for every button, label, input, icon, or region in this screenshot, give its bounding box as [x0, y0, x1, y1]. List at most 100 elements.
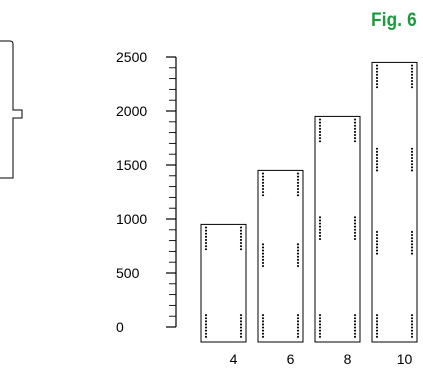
bar-dot: [353, 228, 357, 231]
bar-dot: [375, 147, 379, 150]
bar-dot: [204, 320, 208, 323]
bar-dot: [353, 323, 357, 326]
bar-dot: [239, 238, 243, 241]
bar-dot: [261, 178, 265, 181]
bar-dot: [375, 230, 379, 233]
bar-dot: [353, 222, 357, 225]
bar-dot: [239, 329, 243, 332]
bar-dot: [296, 258, 300, 261]
bar-dot: [204, 226, 208, 229]
bar-dot: [410, 153, 414, 156]
bar-dot: [375, 153, 379, 156]
bar-dot: [410, 80, 414, 83]
y-tick-label: 500: [116, 265, 140, 281]
bar-dot: [239, 229, 243, 232]
bar-dot: [353, 118, 357, 121]
bar-dot: [353, 121, 357, 124]
bar-dot: [318, 323, 322, 326]
bar-dot: [375, 246, 379, 249]
bar-dot: [204, 329, 208, 332]
bar-dot: [410, 150, 414, 153]
bar-dot: [375, 73, 379, 76]
bar-dot: [410, 252, 414, 255]
y-axis: [166, 56, 177, 328]
bar-dot: [261, 252, 265, 255]
x-tick-label: 8: [344, 351, 352, 367]
bar-dot: [296, 188, 300, 191]
bar-dot: [375, 160, 379, 163]
bar-dot: [410, 234, 414, 237]
bar-dot: [318, 222, 322, 225]
bar-dot: [261, 332, 265, 335]
y-tick-label: 2500: [116, 49, 147, 65]
bar-dot: [261, 323, 265, 326]
bar-dot: [318, 228, 322, 231]
bar-dot: [410, 157, 414, 160]
bar-dot: [296, 178, 300, 181]
bar-10: [371, 61, 418, 343]
bar-dot: [318, 238, 322, 241]
bar-dot: [261, 258, 265, 261]
bar-dot: [239, 226, 243, 229]
bar-dot: [375, 323, 379, 326]
bar-dot: [318, 130, 322, 133]
bar-dot: [239, 335, 243, 338]
bar-dot: [239, 326, 243, 329]
bar-dot: [261, 320, 265, 323]
bar-dot: [410, 246, 414, 249]
bar-dot: [353, 332, 357, 335]
bar-dot: [375, 237, 379, 240]
bar-dot: [375, 317, 379, 320]
bar-dot: [239, 323, 243, 326]
bar-dot: [296, 184, 300, 187]
bar-dot: [318, 219, 322, 222]
y-tick-labels: 0 500 1000 1500 2000 2500: [116, 49, 147, 335]
bar-dot: [261, 181, 265, 184]
bar-dot: [296, 194, 300, 197]
bar-dot: [410, 314, 414, 317]
bar-dot: [204, 248, 208, 251]
bar-dot: [353, 326, 357, 329]
bar-dot: [318, 118, 322, 121]
bar-dot: [375, 166, 379, 169]
bar-dot: [353, 320, 357, 323]
bar-dot: [318, 124, 322, 127]
bar-dot: [239, 235, 243, 238]
bar-dot: [296, 246, 300, 249]
bar-dot: [410, 332, 414, 335]
bar-dot: [261, 191, 265, 194]
bar-6: [257, 169, 304, 343]
bar-dot: [204, 317, 208, 320]
y-tick-label: 0: [116, 319, 124, 335]
bar-dot: [261, 243, 265, 246]
bar-dot: [410, 83, 414, 86]
bar-dot: [410, 73, 414, 76]
bar-dot: [410, 329, 414, 332]
bar-dot: [261, 317, 265, 320]
x-tick-label: 10: [397, 351, 413, 367]
bar-dot: [296, 332, 300, 335]
bar-dot: [375, 67, 379, 70]
bar-dot: [239, 242, 243, 245]
bar-dot: [204, 238, 208, 241]
bar-dot: [410, 317, 414, 320]
bar-dot: [410, 326, 414, 329]
bar-dot: [318, 234, 322, 237]
bar-dot: [375, 163, 379, 166]
bar-dot: [318, 314, 322, 317]
bar-dot: [410, 147, 414, 150]
bar-dot: [375, 326, 379, 329]
bar-dot: [353, 317, 357, 320]
bar-dot: [353, 329, 357, 332]
bar-dot: [318, 320, 322, 323]
bar-dot: [261, 246, 265, 249]
bar-dot: [375, 314, 379, 317]
bar-dot: [296, 317, 300, 320]
bar-dot: [375, 83, 379, 86]
x-tick-label: 4: [230, 351, 238, 367]
bar-dot: [204, 314, 208, 317]
bar-dot: [353, 238, 357, 241]
bar-dot: [375, 157, 379, 160]
bar-dot: [318, 332, 322, 335]
